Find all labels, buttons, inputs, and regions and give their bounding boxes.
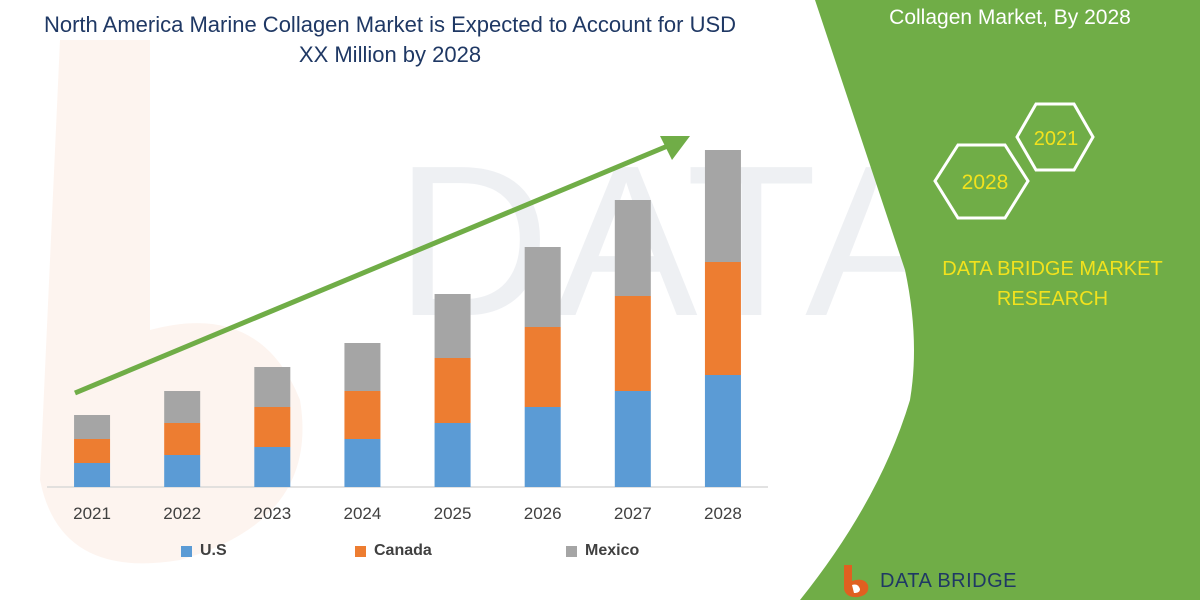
footer-logo: DATA BRIDGE bbox=[838, 563, 1017, 599]
trend-arrow bbox=[74, 136, 690, 396]
x-tick-label-2023: 2023 bbox=[253, 504, 291, 523]
bar-mexico-2022 bbox=[164, 391, 201, 423]
bar-mexico-2026 bbox=[524, 247, 561, 327]
hexagon-front-label: 2028 bbox=[962, 171, 1009, 194]
bar-us-2023 bbox=[254, 447, 291, 487]
bar-canada-2026 bbox=[524, 327, 561, 407]
x-tick-label-2024: 2024 bbox=[344, 504, 382, 523]
bar-canada-2028 bbox=[704, 262, 741, 375]
bar-us-2024 bbox=[344, 439, 381, 487]
bar-us-2026 bbox=[524, 407, 561, 487]
bar-canada-2021 bbox=[74, 439, 111, 463]
bar-us-2028 bbox=[704, 375, 741, 487]
legend-item-us: U.S bbox=[181, 540, 227, 562]
hexagon-back-shape bbox=[1015, 102, 1095, 172]
legend-swatch-mexico bbox=[566, 545, 577, 557]
x-tick-label-2021: 2021 bbox=[73, 504, 111, 523]
bar-mexico-2021 bbox=[74, 415, 111, 439]
bar-us-2021 bbox=[74, 463, 111, 487]
bar-us-2025 bbox=[434, 423, 471, 487]
bar-canada-2027 bbox=[614, 296, 651, 391]
bar-canada-2023 bbox=[254, 407, 291, 447]
side-panel-shape bbox=[800, 0, 1200, 600]
bar-mexico-2028 bbox=[704, 150, 741, 262]
footer-logo-icon bbox=[844, 565, 869, 598]
legend-swatch-us bbox=[181, 545, 192, 557]
bar-canada-2025 bbox=[434, 358, 471, 423]
bar-mexico-2024 bbox=[344, 343, 381, 391]
hexagon-front-shape bbox=[933, 143, 1030, 220]
x-tick-label-2022: 2022 bbox=[163, 504, 201, 523]
trend-arrow-head bbox=[660, 136, 690, 160]
bar-mexico-2025 bbox=[434, 294, 471, 358]
x-tick-label-2028: 2028 bbox=[704, 504, 742, 523]
x-tick-labels: 2021 2022 2023 2024 2025 2026 2027 2028 bbox=[73, 504, 742, 523]
bar-canada-2022 bbox=[164, 423, 201, 455]
footer-logo-text: DATA BRIDGE bbox=[880, 569, 1018, 592]
x-tick-label-2026: 2026 bbox=[524, 504, 562, 523]
bar-us-2022 bbox=[164, 455, 201, 487]
brand-name: DATA BRIDGE MARKET RESEARCH bbox=[942, 258, 1163, 310]
legend-label-us: U.S bbox=[200, 542, 227, 559]
hexagon-back-label: 2021 bbox=[1034, 128, 1079, 150]
legend-item-mexico: Mexico bbox=[566, 540, 639, 562]
side-panel-title: Collagen Market, By 2028 bbox=[889, 6, 1131, 29]
x-tick-label-2025: 2025 bbox=[434, 504, 472, 523]
legend-swatch-canada bbox=[355, 545, 366, 557]
chart-title: North America Marine Collagen Market is … bbox=[43, 12, 737, 67]
bar-mexico-2023 bbox=[254, 367, 291, 407]
bar-canada-2024 bbox=[344, 391, 381, 439]
bar-us-2027 bbox=[614, 391, 651, 487]
bar-series-group bbox=[74, 150, 741, 487]
x-tick-label-2027: 2027 bbox=[614, 504, 652, 523]
trend-arrow-line bbox=[74, 142, 671, 396]
legend-item-canada: Canada bbox=[355, 540, 432, 562]
bar-mexico-2027 bbox=[614, 200, 651, 296]
legend-label-mexico: Mexico bbox=[585, 542, 640, 559]
legend-label-canada: Canada bbox=[374, 542, 432, 559]
